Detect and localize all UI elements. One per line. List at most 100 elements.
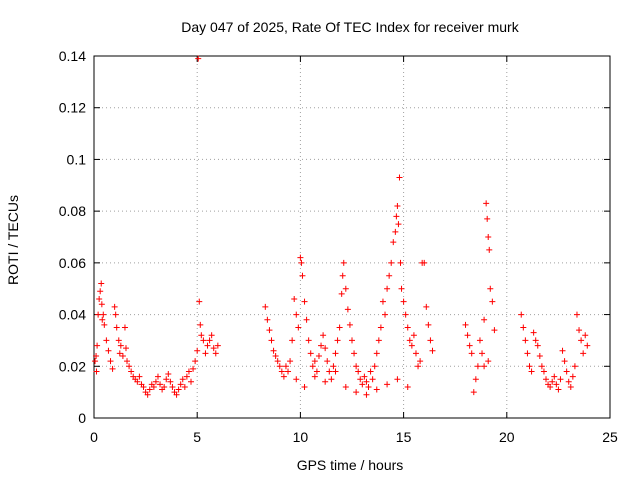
data-point — [466, 342, 473, 349]
data-point — [578, 337, 585, 344]
data-point — [526, 363, 533, 370]
data-point — [332, 350, 339, 357]
data-point — [390, 239, 397, 246]
data-point — [93, 352, 100, 359]
data-point — [311, 358, 318, 365]
data-point — [423, 303, 430, 310]
data-point — [481, 363, 488, 370]
data-point — [384, 285, 391, 292]
data-point — [406, 337, 413, 344]
data-point — [355, 368, 362, 375]
data-point — [395, 221, 402, 228]
data-point — [113, 324, 120, 331]
data-point — [375, 337, 382, 344]
data-point — [491, 327, 498, 334]
data-point — [540, 368, 547, 375]
data-point — [580, 350, 587, 357]
chart-title: Day 047 of 2025, Rate Of TEC Index for r… — [181, 19, 519, 35]
data-point — [95, 311, 102, 318]
data-point — [479, 350, 486, 357]
data-point — [549, 378, 556, 385]
data-point — [96, 296, 103, 303]
data-point — [192, 358, 199, 365]
data-point — [330, 363, 337, 370]
data-point — [563, 368, 570, 375]
data-point — [195, 55, 202, 62]
data-point — [197, 321, 204, 328]
data-point — [190, 365, 197, 372]
data-point — [339, 272, 346, 279]
data-point — [397, 259, 404, 266]
data-point — [538, 363, 545, 370]
data-point — [567, 383, 574, 390]
data-point — [474, 363, 481, 370]
data-point — [398, 285, 405, 292]
y-tick-label: 0.04 — [59, 307, 86, 323]
data-point — [293, 311, 300, 318]
data-point — [177, 381, 184, 388]
data-point — [470, 389, 477, 396]
data-point — [363, 378, 370, 385]
data-point — [124, 358, 131, 365]
data-point — [573, 311, 580, 318]
data-point — [584, 342, 591, 349]
data-point — [520, 324, 527, 331]
data-point — [363, 391, 370, 398]
y-tick-label: 0.06 — [59, 255, 86, 271]
data-point — [410, 332, 417, 339]
data-point — [522, 337, 529, 344]
data-point — [112, 311, 119, 318]
data-point — [468, 350, 475, 357]
data-point — [315, 352, 322, 359]
data-point — [489, 298, 496, 305]
data-point — [105, 347, 112, 354]
data-point — [198, 332, 205, 339]
data-point — [98, 301, 105, 308]
data-point — [173, 391, 180, 398]
data-point — [293, 376, 300, 383]
data-point — [334, 337, 341, 344]
y-tick-label: 0 — [78, 410, 86, 426]
data-point — [342, 383, 349, 390]
data-point — [282, 363, 289, 370]
data-point — [144, 391, 151, 398]
data-point — [181, 383, 188, 390]
data-point — [301, 298, 308, 305]
data-point — [309, 363, 316, 370]
data-point — [396, 174, 403, 181]
data-point — [485, 234, 492, 240]
data-point — [183, 373, 190, 380]
data-point — [94, 342, 101, 349]
data-point — [388, 259, 395, 266]
data-point — [276, 363, 283, 370]
data-point — [429, 347, 436, 354]
data-point — [373, 350, 380, 357]
data-point — [98, 280, 105, 287]
data-point — [200, 337, 207, 344]
data-point — [291, 296, 298, 303]
y-tick-label: 0.1 — [67, 151, 87, 167]
data-point — [320, 332, 327, 339]
data-point — [415, 363, 422, 370]
data-point — [427, 337, 434, 344]
y-tick-label: 0.08 — [59, 203, 86, 219]
data-point — [167, 378, 174, 385]
data-point — [196, 298, 203, 305]
data-point — [555, 386, 562, 393]
data-point — [298, 259, 305, 266]
data-point — [101, 321, 108, 328]
data-point — [353, 389, 360, 396]
data-point — [280, 373, 287, 380]
y-tick-label: 0.02 — [59, 358, 86, 374]
data-point — [346, 321, 353, 328]
data-point — [169, 383, 176, 390]
data-point — [373, 386, 380, 393]
data-point — [307, 350, 314, 357]
data-point — [194, 347, 201, 354]
data-point — [561, 358, 568, 365]
data-point — [536, 352, 543, 359]
data-point — [93, 368, 100, 375]
data-point — [485, 358, 492, 365]
data-point — [357, 376, 364, 383]
data-point — [92, 358, 99, 365]
